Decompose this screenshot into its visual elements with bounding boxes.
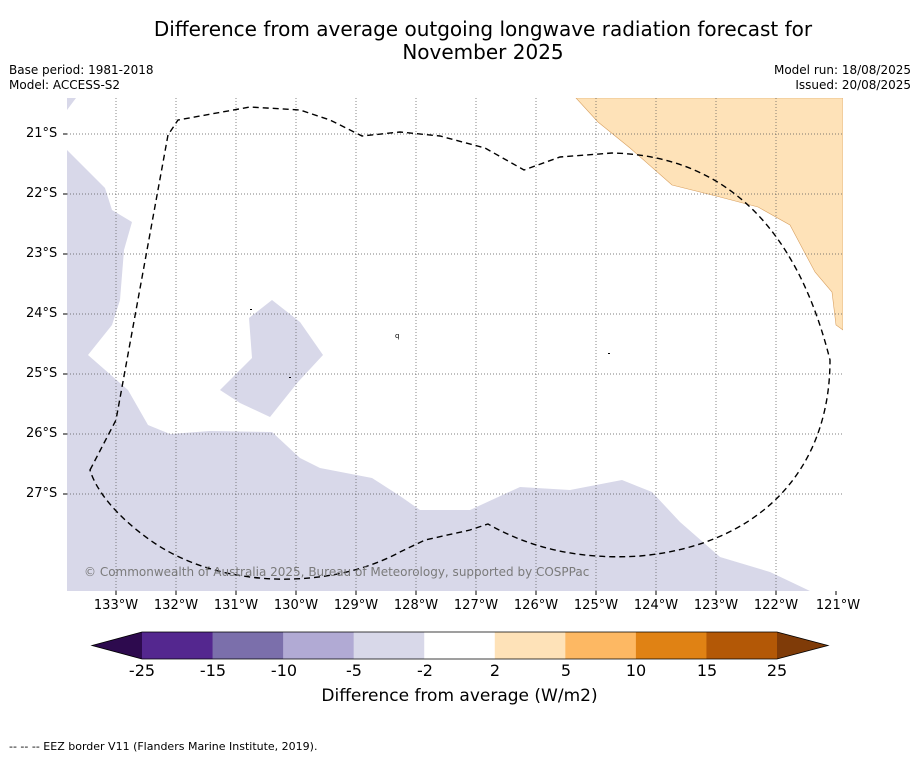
colorbar-extend-high <box>777 632 828 659</box>
map-plot-area: q <box>67 98 843 591</box>
lat-tick-27s: 27°S <box>26 486 58 501</box>
colorbar-tick-10: 10 <box>625 661 647 680</box>
colorbar-tick-minus2: -2 <box>417 661 433 680</box>
colorbar-tick-25: 25 <box>766 661 788 680</box>
lon-tick-123w: 123°W <box>693 598 739 613</box>
anomaly-region-minus-5-to-minus-2-central <box>220 300 323 417</box>
island-marker-2 <box>608 353 610 354</box>
lon-tick-126w: 126°W <box>513 598 559 613</box>
colorbar-segment <box>706 632 778 659</box>
lon-tick-122w: 122°W <box>753 598 799 613</box>
base-period: Base period: 1981-2018 <box>9 63 154 77</box>
island-marker-4 <box>289 377 291 378</box>
lon-tick-127w: 127°W <box>453 598 499 613</box>
lat-tick-23s: 23°S <box>26 246 58 261</box>
colorbar-tick-2: 2 <box>489 661 501 680</box>
eez-border <box>89 106 831 580</box>
colorbar-tick-minus15: -15 <box>199 661 227 680</box>
eez-footnote: -- -- -- EEZ border V11 (Flanders Marine… <box>9 740 318 753</box>
axis-ticks <box>63 133 837 595</box>
issued-date: Issued: 20/08/2025 <box>795 78 911 92</box>
colorbar-extend-low <box>92 632 142 659</box>
lat-tick-22s: 22°S <box>26 186 58 201</box>
meta-left: Base period: 1981-2018 Model: ACCESS-S2 <box>9 63 154 93</box>
lon-tick-131w: 131°W <box>213 598 259 613</box>
lon-tick-130w: 130°W <box>273 598 319 613</box>
model-run: Model run: 18/08/2025 <box>773 63 911 77</box>
map-title-line1: Difference from average outgoing longwav… <box>153 17 813 41</box>
colorbar-tick-minus25: -25 <box>128 661 156 680</box>
colorbar-tick-minus10: -10 <box>270 661 298 680</box>
lon-tick-121w: 121°W <box>815 598 861 613</box>
copyright-notice: © Commonwealth of Australia 2025, Bureau… <box>84 565 590 579</box>
map-title-line2: November 2025 <box>402 40 564 64</box>
anomaly-region-minus-5-to-minus-2-north <box>67 98 76 110</box>
colorbar-segment <box>424 632 496 659</box>
lon-tick-125w: 125°W <box>573 598 619 613</box>
lon-tick-128w: 128°W <box>393 598 439 613</box>
island-marker-3 <box>250 309 252 310</box>
colorbar-segment <box>283 632 355 659</box>
island-marker-1: q <box>395 332 399 340</box>
lat-tick-24s: 24°S <box>26 306 58 321</box>
lat-tick-21s: 21°S <box>26 126 58 141</box>
colorbar-segment <box>635 632 707 659</box>
colorbar-tick-15: 15 <box>696 661 718 680</box>
lon-tick-124w: 124°W <box>633 598 679 613</box>
colorbar-segment <box>565 632 637 659</box>
lat-tick-25s: 25°S <box>26 366 58 381</box>
colorbar <box>90 631 830 660</box>
colorbar-outline <box>90 631 830 660</box>
lat-tick-26s: 26°S <box>26 426 58 441</box>
lon-tick-129w: 129°W <box>333 598 379 613</box>
map-title: Difference from average outgoing longwav… <box>0 18 919 64</box>
colorbar-segment <box>494 632 566 659</box>
colorbar-tick-5: 5 <box>560 661 572 680</box>
lon-tick-133w: 133°W <box>93 598 139 613</box>
model-name: Model: ACCESS-S2 <box>9 78 121 92</box>
colorbar-label: Difference from average (W/m2) <box>321 686 598 706</box>
meta-right: Model run: 18/08/2025 Issued: 20/08/2025 <box>774 63 911 93</box>
lon-tick-132w: 132°W <box>153 598 199 613</box>
colorbar-segment <box>353 632 425 659</box>
colorbar-segment <box>142 632 214 659</box>
graticule <box>67 98 843 591</box>
colorbar-tick-minus5: -5 <box>346 661 362 680</box>
colorbar-segment <box>212 632 284 659</box>
anomaly-region-minus-5-to-minus-2-south <box>67 150 810 591</box>
